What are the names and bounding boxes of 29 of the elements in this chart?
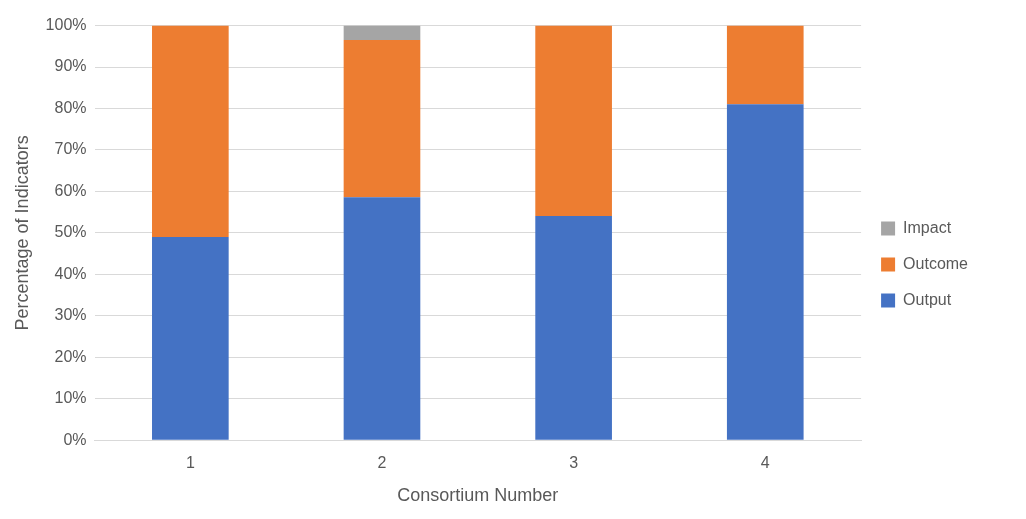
y-tick-label: 90% — [54, 57, 87, 75]
y-tick-label: 100% — [45, 16, 87, 34]
y-tick-label: 70% — [54, 140, 87, 158]
y-tick-label: 0% — [63, 430, 87, 448]
y-axis-title: Percentage of Indicators — [11, 135, 32, 331]
x-axis-title: Consortium Number — [397, 485, 559, 506]
y-tick-label: 50% — [54, 223, 87, 241]
x-tick-label: 3 — [569, 454, 579, 472]
bar — [726, 25, 804, 105]
x-tick-label: 4 — [760, 454, 770, 472]
bar — [726, 104, 804, 440]
bar — [535, 215, 612, 440]
y-tick-label: 10% — [54, 389, 87, 407]
y-tick-label: 20% — [54, 347, 87, 365]
bar — [343, 197, 421, 440]
bar — [152, 237, 229, 440]
legend-label: Impact — [903, 218, 952, 236]
legend-label: Outcome — [903, 254, 969, 272]
x-tick-label: 1 — [185, 454, 195, 472]
bar — [343, 40, 421, 198]
y-tick-label: 60% — [54, 181, 87, 199]
y-tick-label: 80% — [54, 98, 87, 116]
bar — [343, 25, 421, 41]
y-tick-label: 40% — [54, 264, 87, 282]
y-tick-label: 30% — [54, 306, 87, 324]
legend-label: Output — [903, 290, 952, 308]
bar — [535, 25, 612, 216]
x-tick-label: 2 — [377, 454, 387, 472]
bar — [152, 25, 229, 238]
